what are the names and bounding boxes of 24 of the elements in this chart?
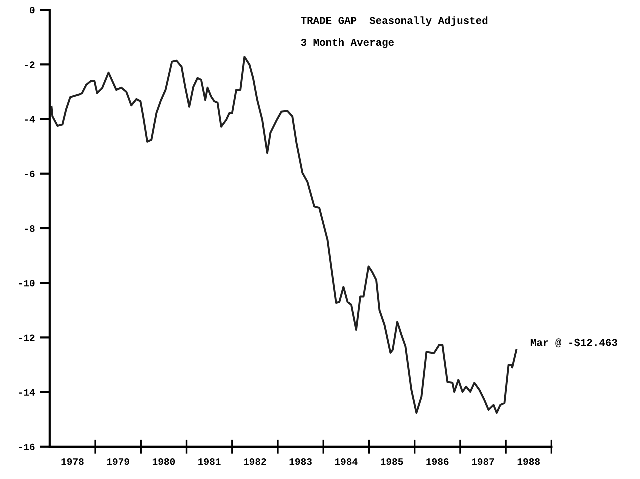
annotation: Mar @ -$12.463 (530, 338, 618, 348)
text: 3 Month Average (301, 38, 394, 48)
x-tick-label: 1983 (290, 458, 312, 466)
line-series (50, 56, 518, 414)
y-tick-label: -14 (19, 389, 36, 396)
y-tick-label: -8 (25, 226, 35, 232)
x-tick-label: 1986 (426, 458, 449, 466)
y-tick-label: 0 (30, 7, 35, 14)
x-tick-label: 1978 (62, 458, 84, 466)
x-tick-label: 1982 (244, 458, 266, 466)
y-tick-label: -16 (19, 444, 35, 451)
x-tick-label: 1979 (107, 458, 130, 466)
text: TRADE GAP Seasonally Adjusted (301, 16, 488, 26)
x-tick-label: 1988 (518, 458, 540, 466)
x-tick-label: 1987 (472, 458, 494, 466)
x-tick-label: 1985 (381, 458, 404, 466)
y-tick-label: -6 (25, 170, 35, 178)
y-tick-label: -10 (19, 280, 35, 287)
x-tick-label: 1984 (335, 458, 358, 466)
x-tick-label: 1980 (152, 458, 176, 466)
y-tick-label: -12 (19, 334, 35, 342)
y-tick-label: -2 (25, 62, 35, 68)
y-tick-label: -4 (25, 116, 36, 123)
x-tick-label: 1981 (198, 458, 221, 466)
